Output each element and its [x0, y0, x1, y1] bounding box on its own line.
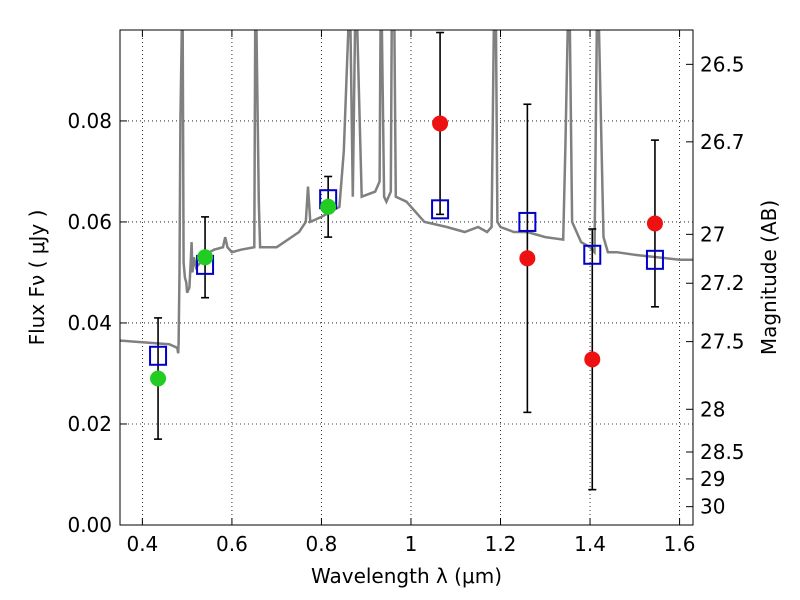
y2-tick-label: 27.2 — [700, 271, 745, 295]
spectrum-line — [120, 30, 693, 354]
y2-tick-label: 26.7 — [700, 130, 745, 154]
model-square — [518, 211, 537, 232]
y-axis-label: Flux Fν ( μJy ) — [25, 210, 49, 346]
plot-frame — [119, 29, 694, 526]
data-point — [150, 370, 167, 387]
x-tick-label: 1 — [405, 532, 418, 556]
x-tick-label: 1.4 — [574, 532, 606, 556]
y2-tick-label: 28 — [700, 397, 725, 421]
spectrum-polyline — [120, 30, 693, 354]
y-tick-label: 0.04 — [67, 311, 112, 335]
x-tick-label: 0.4 — [126, 532, 158, 556]
y2-tick-label: 29 — [700, 467, 725, 491]
x-tick-label: 0.6 — [216, 532, 248, 556]
y2-tick-label: 27.5 — [700, 330, 745, 354]
grid-lines — [120, 30, 693, 526]
x-tick-label: 1.2 — [485, 532, 517, 556]
data-point — [519, 250, 536, 267]
model-square — [645, 249, 664, 270]
data-point — [584, 351, 601, 368]
y-tick-label: 0.06 — [67, 210, 112, 234]
model-square — [583, 244, 602, 265]
model-squares — [149, 189, 664, 366]
y-tick-label: 0.02 — [67, 412, 112, 436]
error-bars — [154, 31, 659, 491]
x-axis-label: Wavelength λ (μm) — [311, 564, 502, 588]
y2-tick-label: 30 — [700, 495, 725, 519]
y2-tick-label: 27 — [700, 222, 725, 246]
x-tick-label: 1.6 — [664, 532, 696, 556]
axis-ticks — [120, 30, 693, 526]
y2-axis-label: Magnitude (AB) — [757, 200, 781, 355]
tick-labels: 0.4 0.6 0.8 1 1.2 1.4 1.6 0.00 0.02 0.04 0.06 0.08 2… — [67, 52, 744, 556]
model-square — [149, 345, 168, 366]
data-point — [432, 115, 449, 132]
data-point — [320, 198, 337, 215]
y2-tick-label: 26.5 — [700, 52, 745, 76]
y-tick-label: 0.08 — [67, 109, 112, 133]
data-point — [197, 249, 214, 266]
y2-tick-label: 28.5 — [700, 440, 745, 464]
data-point — [646, 215, 663, 232]
observed-points — [150, 115, 663, 387]
y-tick-label: 0.00 — [67, 513, 112, 537]
x-tick-label: 0.8 — [306, 532, 338, 556]
model-square — [431, 199, 450, 220]
